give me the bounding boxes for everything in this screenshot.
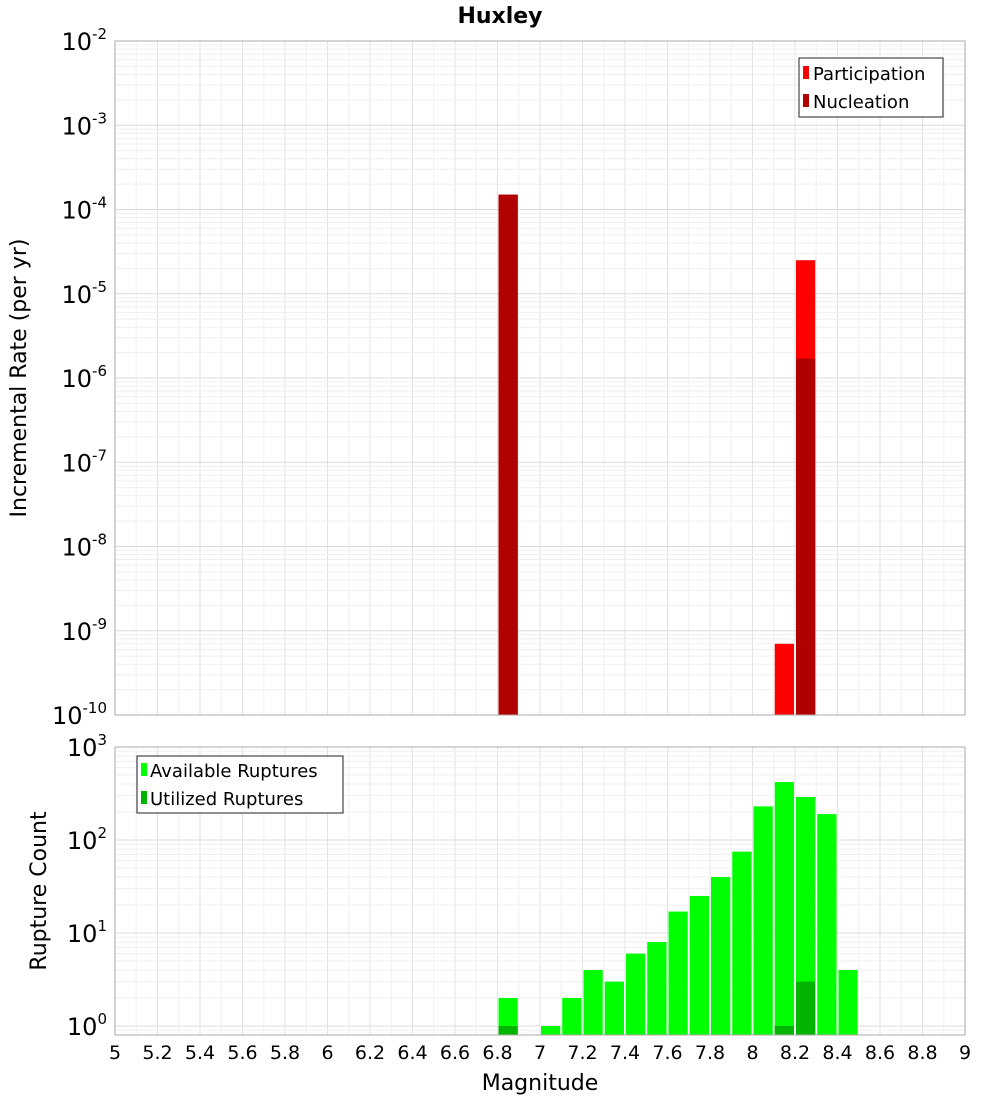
rate-legend-box bbox=[798, 57, 944, 118]
count-y-tick-label: 100 bbox=[67, 1010, 107, 1041]
participation-legend-label: Participation bbox=[813, 64, 925, 85]
x-tick-label: 7.8 bbox=[695, 1042, 725, 1064]
utilized-legend-swatch bbox=[141, 791, 147, 804]
rate-bar-nucleation bbox=[498, 194, 518, 715]
count-bar-utilized-ruptures bbox=[774, 1025, 794, 1035]
count-bar-available-ruptures bbox=[541, 1025, 561, 1035]
rate-y-tick-label: 10-5 bbox=[61, 278, 107, 309]
x-tick-label: 9 bbox=[959, 1042, 971, 1064]
x-tick-label: 7.6 bbox=[652, 1042, 682, 1064]
count-bar-available-ruptures bbox=[668, 911, 688, 1035]
x-tick-label: 7 bbox=[534, 1042, 546, 1064]
participation-legend-swatch bbox=[803, 66, 809, 79]
rate-panel: 10-2 10-3 10-4 10-5 10-6 10-7 10-8 10-9 10-10 In… bbox=[7, 25, 966, 730]
count-bar-available-ruptures bbox=[796, 796, 816, 1035]
count-bar-available-ruptures bbox=[817, 814, 837, 1035]
x-tick-label: 5.8 bbox=[270, 1042, 300, 1064]
x-tick-label: 6 bbox=[321, 1042, 333, 1064]
count-bar-available-ruptures bbox=[647, 942, 667, 1035]
x-tick-label: 7.2 bbox=[567, 1042, 597, 1064]
available-legend-swatch bbox=[141, 763, 147, 776]
x-tick-label: 5 bbox=[109, 1042, 121, 1064]
utilized-legend-label: Utilized Ruptures bbox=[150, 789, 303, 810]
available-legend-label: Available Ruptures bbox=[150, 761, 318, 782]
count-y-tick-label: 102 bbox=[67, 824, 107, 855]
count-bar-available-ruptures bbox=[583, 969, 603, 1035]
rate-y-axis-label: Incremental Rate (per yr) bbox=[7, 239, 32, 518]
count-y-tick-label: 101 bbox=[67, 917, 107, 948]
x-tick-label: 8.2 bbox=[780, 1042, 810, 1064]
count-panel: 103 102 101 100 5 5.2 5.4 5.6 5.8 6 6.2 6.4 6.6 6.8 7… bbox=[27, 731, 971, 1096]
count-bar-available-ruptures bbox=[732, 851, 752, 1035]
count-y-tick-label: 103 bbox=[67, 731, 107, 762]
rate-y-tick-label: 10-6 bbox=[61, 362, 107, 393]
count-bar-utilized-ruptures bbox=[796, 981, 816, 1035]
rate-y-tick-label: 10-9 bbox=[61, 615, 107, 646]
count-y-axis-label: Rupture Count bbox=[27, 811, 52, 971]
chart-title: Huxley bbox=[457, 4, 542, 29]
rate-y-tick-label: 10-10 bbox=[52, 699, 107, 730]
rate-bars bbox=[498, 194, 816, 715]
rate-y-tick-label: 10-3 bbox=[61, 109, 107, 140]
x-tick-label: 8.6 bbox=[865, 1042, 895, 1064]
count-bar-utilized-ruptures bbox=[498, 1025, 518, 1035]
rate-gridlines bbox=[114, 40, 966, 716]
x-tick-label: 8.8 bbox=[907, 1042, 937, 1064]
x-tick-label: 5.2 bbox=[142, 1042, 172, 1064]
rate-y-tick-label: 10-2 bbox=[61, 25, 107, 56]
x-tick-label: 5.4 bbox=[185, 1042, 215, 1064]
x-axis-label: Magnitude bbox=[482, 1071, 599, 1096]
count-bar-available-ruptures bbox=[498, 997, 518, 1035]
count-bar-available-ruptures bbox=[774, 782, 794, 1035]
count-legend-box bbox=[136, 755, 344, 814]
count-bar-available-ruptures bbox=[711, 877, 731, 1035]
x-tick-label: 7.4 bbox=[610, 1042, 640, 1064]
rate-y-tick-label: 10-4 bbox=[61, 194, 107, 225]
rate-bar-nucleation bbox=[796, 358, 816, 715]
rate-plot-border bbox=[114, 40, 966, 716]
count-bar-available-ruptures bbox=[604, 981, 624, 1035]
nucleation-legend-label: Nucleation bbox=[813, 92, 909, 113]
x-tick-label: 6.6 bbox=[440, 1042, 470, 1064]
x-tick-label: 8 bbox=[746, 1042, 758, 1064]
count-bar-available-ruptures bbox=[626, 953, 646, 1035]
count-bar-available-ruptures bbox=[838, 969, 858, 1035]
x-tick-label: 6.4 bbox=[397, 1042, 427, 1064]
x-tick-labels: 5 5.2 5.4 5.6 5.8 6 6.2 6.4 6.6 6.8 7 7.2 7.4 7.6 7.8 8… bbox=[109, 1042, 971, 1064]
count-bar-available-ruptures bbox=[753, 806, 773, 1035]
rate-y-tick-labels: 10-2 10-3 10-4 10-5 10-6 10-7 10-8 10-9 10-10 bbox=[52, 25, 107, 730]
count-plot-border bbox=[114, 746, 966, 1036]
x-tick-label: 6.2 bbox=[355, 1042, 385, 1064]
rate-y-tick-label: 10-8 bbox=[61, 531, 107, 562]
count-y-tick-labels: 103 102 101 100 bbox=[67, 731, 107, 1041]
count-bars bbox=[498, 782, 858, 1035]
rate-bar-participation bbox=[774, 643, 794, 715]
count-bar-available-ruptures bbox=[562, 997, 582, 1035]
x-tick-label: 6.8 bbox=[482, 1042, 512, 1064]
x-tick-label: 5.6 bbox=[227, 1042, 257, 1064]
x-tick-label: 8.4 bbox=[822, 1042, 852, 1064]
nucleation-legend-swatch bbox=[803, 94, 809, 107]
rate-legend: Participation Nucleation bbox=[798, 57, 944, 118]
count-bar-available-ruptures bbox=[689, 895, 709, 1035]
rate-y-tick-label: 10-7 bbox=[61, 446, 107, 477]
count-legend: Available Ruptures Utilized Ruptures bbox=[136, 755, 344, 814]
